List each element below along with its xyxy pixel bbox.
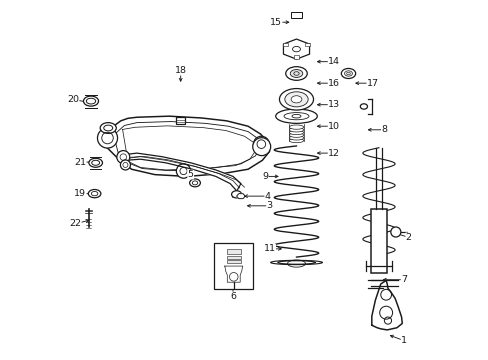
Ellipse shape bbox=[344, 71, 352, 76]
Ellipse shape bbox=[341, 68, 355, 78]
Ellipse shape bbox=[189, 179, 200, 187]
Circle shape bbox=[120, 160, 130, 170]
Ellipse shape bbox=[285, 67, 306, 80]
Circle shape bbox=[176, 164, 190, 178]
Text: 6: 6 bbox=[229, 292, 236, 301]
Polygon shape bbox=[102, 116, 269, 176]
Text: 1: 1 bbox=[400, 336, 406, 345]
Text: 10: 10 bbox=[327, 122, 340, 131]
Ellipse shape bbox=[285, 92, 307, 107]
Polygon shape bbox=[283, 39, 309, 59]
Text: 7: 7 bbox=[400, 275, 406, 284]
Polygon shape bbox=[122, 153, 241, 197]
Text: 13: 13 bbox=[327, 100, 340, 109]
Bar bbox=[226, 256, 241, 259]
Circle shape bbox=[97, 128, 117, 148]
Text: 16: 16 bbox=[327, 79, 340, 88]
Bar bbox=[305, 43, 309, 46]
Text: 2: 2 bbox=[405, 233, 411, 242]
Ellipse shape bbox=[89, 158, 102, 167]
Ellipse shape bbox=[289, 133, 303, 137]
Circle shape bbox=[117, 150, 129, 163]
Polygon shape bbox=[371, 280, 402, 330]
Circle shape bbox=[252, 138, 270, 156]
Text: 4: 4 bbox=[264, 192, 270, 201]
Ellipse shape bbox=[100, 123, 116, 134]
Bar bbox=[226, 249, 241, 253]
Text: 12: 12 bbox=[327, 149, 340, 158]
Polygon shape bbox=[224, 266, 242, 282]
Ellipse shape bbox=[289, 128, 303, 132]
Bar bbox=[226, 260, 241, 263]
Text: 15: 15 bbox=[269, 18, 282, 27]
Circle shape bbox=[390, 227, 400, 237]
Ellipse shape bbox=[289, 125, 303, 129]
Text: 3: 3 bbox=[266, 201, 272, 210]
Text: 22: 22 bbox=[69, 219, 81, 228]
Circle shape bbox=[253, 136, 269, 152]
Text: 18: 18 bbox=[174, 66, 186, 75]
Ellipse shape bbox=[279, 89, 313, 110]
Text: 20: 20 bbox=[67, 95, 79, 104]
Polygon shape bbox=[236, 194, 244, 199]
Circle shape bbox=[229, 273, 238, 281]
Bar bbox=[176, 117, 185, 125]
Bar bbox=[214, 243, 253, 289]
Bar bbox=[370, 209, 386, 273]
Text: 8: 8 bbox=[381, 125, 386, 134]
Ellipse shape bbox=[289, 136, 303, 140]
Ellipse shape bbox=[290, 69, 302, 77]
Text: 11: 11 bbox=[263, 244, 275, 253]
Text: 19: 19 bbox=[74, 189, 86, 198]
Ellipse shape bbox=[289, 138, 303, 143]
Text: 17: 17 bbox=[366, 79, 378, 88]
Ellipse shape bbox=[88, 189, 101, 198]
Bar bbox=[283, 43, 287, 46]
Bar bbox=[294, 55, 298, 59]
Text: 14: 14 bbox=[327, 57, 340, 66]
Ellipse shape bbox=[275, 109, 317, 123]
Ellipse shape bbox=[360, 104, 367, 109]
Ellipse shape bbox=[231, 191, 241, 198]
Text: 21: 21 bbox=[74, 158, 86, 167]
Bar bbox=[290, 12, 302, 18]
Ellipse shape bbox=[289, 130, 303, 135]
Text: 5: 5 bbox=[187, 170, 193, 179]
Text: 9: 9 bbox=[262, 172, 268, 181]
Ellipse shape bbox=[83, 96, 99, 106]
Ellipse shape bbox=[290, 96, 301, 103]
Ellipse shape bbox=[284, 113, 308, 120]
